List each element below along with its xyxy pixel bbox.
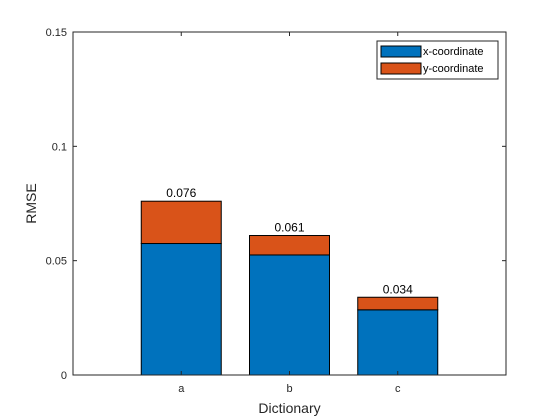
legend-label-1: x-coordinate [423, 46, 484, 58]
x-axis-ticks: a b c [178, 32, 401, 395]
bar-a-series-2 [140, 200, 222, 245]
y-tick-label-3: 0.15 [46, 27, 67, 39]
bar-total-label-c: 0.034 [383, 282, 413, 296]
bar-a-series-1 [140, 243, 222, 376]
bar-c-series-1 [357, 309, 439, 376]
bar-b-series-1 [249, 254, 330, 376]
bar-b-series-2 [249, 235, 330, 256]
bar-c-series-2 [357, 296, 439, 311]
y-axis-label: RMSE [23, 183, 39, 223]
y-tick-label-0: 0 [61, 370, 67, 382]
x-tick-label-b: b [286, 383, 292, 395]
y-tick-label-2: 0.1 [52, 141, 67, 153]
x-tick-label-c: c [395, 383, 401, 395]
y-axis-ticks: 0 0.05 0.1 0.15 [46, 27, 506, 382]
data-labels-layer: 0.076 0.061 0.034 [166, 186, 413, 296]
legend-swatch-2 [380, 62, 422, 75]
legend-label-2: y-coordinate [423, 63, 484, 75]
legend: x-coordinate y-coordinate [376, 40, 499, 80]
x-tick-label-a: a [178, 383, 185, 395]
bar-total-label-b: 0.061 [274, 221, 304, 235]
y-tick-label-1: 0.05 [46, 256, 67, 268]
bar-total-label-a: 0.076 [166, 186, 196, 200]
bars-layer [140, 200, 439, 376]
legend-swatch-1 [380, 45, 422, 58]
x-axis-label: Dictionary [258, 400, 320, 416]
